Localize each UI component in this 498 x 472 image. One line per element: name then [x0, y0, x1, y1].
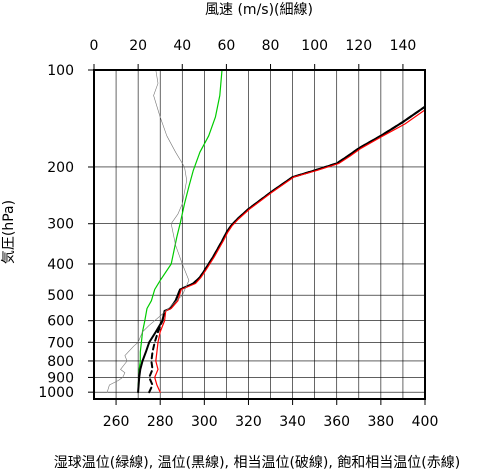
tick-label-temperature: 320	[235, 414, 262, 430]
chart-title-top-wind-axis: 風速 (m/s)(細線)	[205, 2, 313, 18]
tick-label-pressure: 900	[47, 370, 74, 386]
tick-label-pressure: 300	[47, 217, 74, 233]
tick-label-wind: 20	[129, 38, 147, 54]
chart-title-bottom-temperature-axis: 湿球温位(緑線), 温位(黒線), 相当温位(破線), 飽和相当温位(赤線)	[54, 454, 460, 471]
tick-label-wind: 120	[345, 38, 372, 54]
tick-label-temperature: 280	[147, 414, 174, 430]
tick-label-temperature: 260	[103, 414, 130, 430]
tick-label-wind: 40	[173, 38, 191, 54]
series-line-theta-e	[148, 105, 426, 394]
tick-label-pressure: 400	[47, 257, 74, 273]
tick-label-temperature: 380	[367, 414, 394, 430]
tick-label-wind: 0	[90, 38, 99, 54]
tick-label-pressure: 800	[47, 354, 74, 370]
plot-frame	[93, 69, 426, 400]
tick-label-wind: 100	[301, 38, 328, 54]
tick-label-wind: 80	[262, 38, 280, 54]
series-line-theta	[137, 105, 426, 394]
tick-label-wind: 140	[390, 38, 417, 54]
tick-label-pressure: 1000	[38, 385, 74, 401]
tick-label-temperature: 300	[191, 414, 218, 430]
tick-label-temperature: 400	[412, 414, 439, 430]
tick-label-temperature: 360	[323, 414, 350, 430]
series-line-wet-bulb	[137, 69, 223, 393]
tick-labels: 260 280 300 320 340 360 380 400 0 20 40 60 80 100 120 1…	[38, 38, 438, 430]
tick-label-temperature: 340	[279, 414, 306, 430]
tick-marks	[88, 64, 426, 405]
tick-label-wind: 60	[217, 38, 235, 54]
tick-label-pressure: 600	[47, 314, 74, 330]
grid	[93, 69, 426, 399]
series-lines	[106, 69, 426, 394]
series-line-theta-es	[154, 109, 426, 393]
tick-label-pressure: 500	[47, 288, 74, 304]
chart-ylabel-pressure: 気圧(hPa)	[1, 200, 17, 264]
tick-label-pressure: 700	[47, 335, 74, 351]
series-line-wind	[106, 69, 190, 393]
tick-label-pressure: 200	[47, 160, 74, 176]
tick-label-pressure: 100	[47, 63, 74, 79]
